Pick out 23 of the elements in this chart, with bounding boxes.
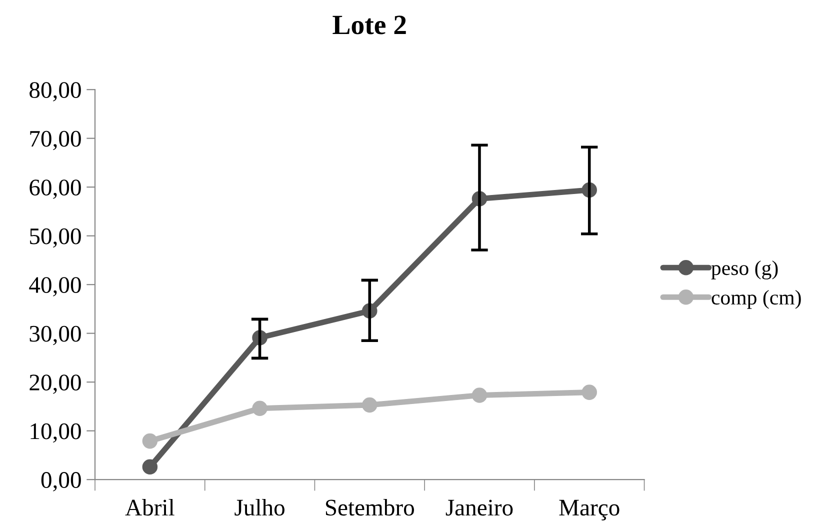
y-tick-label: 20,00 <box>30 374 81 394</box>
y-tick-label: 50,00 <box>30 228 81 248</box>
y-tick-label: 40,00 <box>29 277 81 296</box>
x-tick-label: Março <box>559 500 620 520</box>
legend-label: comp (cm) <box>712 290 801 309</box>
legend-label: peso (g) <box>711 260 778 280</box>
point <box>582 384 597 400</box>
y-tick-label: 60,00 <box>30 180 81 199</box>
x-tick-label: Setembro <box>326 499 414 516</box>
y-tick-label: 30,00 <box>30 326 81 346</box>
x-tick-label: Julho <box>234 499 284 516</box>
y-tick-label: 70,00 <box>30 130 81 150</box>
chart-title: Lote 2 <box>332 16 406 34</box>
y-tick-label: 10,00 <box>30 423 81 443</box>
x-tick-label: Janeiro <box>446 500 513 516</box>
point <box>472 388 488 403</box>
point <box>142 459 158 475</box>
x-tick-label: Abril <box>125 499 174 516</box>
point <box>362 397 378 413</box>
point <box>252 400 268 416</box>
point <box>142 433 158 449</box>
y-tick-label: 80,00 <box>30 82 81 102</box>
y-tick-label: 0,00 <box>41 472 81 492</box>
